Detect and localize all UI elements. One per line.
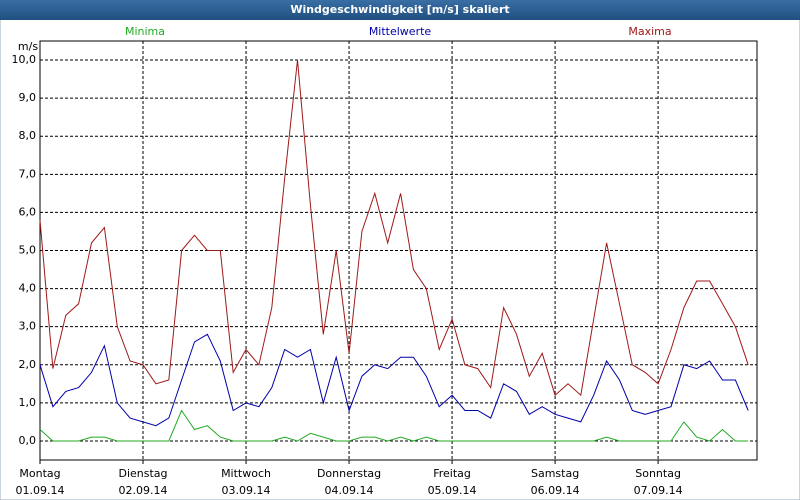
- y-tick-label: 8,0: [19, 129, 37, 142]
- plot-frame: [39, 40, 758, 461]
- x-tick-date: 02.09.14: [119, 484, 168, 497]
- y-tick-label: 10,0: [12, 53, 37, 66]
- legend-label: Maxima: [628, 25, 671, 38]
- y-tick-label: 2,0: [19, 358, 37, 371]
- x-tick-date: 04.09.14: [325, 484, 374, 497]
- x-tick-date: 07.09.14: [634, 484, 683, 497]
- series-line: [39, 409, 749, 442]
- x-tick-label: Sonntag: [635, 467, 681, 480]
- y-tick-label: 4,0: [19, 282, 37, 295]
- legend-label: Mittelwerte: [369, 25, 432, 38]
- series-line: [39, 333, 749, 427]
- y-tick-label: 3,0: [19, 320, 37, 333]
- x-tick-date: 01.09.14: [16, 484, 65, 497]
- y-tick-label: 1,0: [19, 396, 37, 409]
- chart-title: Windgeschwindigkeit [m/s] skaliert: [290, 3, 509, 16]
- title-bar: [0, 0, 800, 20]
- x-tick-label: Freitag: [433, 467, 471, 480]
- series-line: [39, 59, 749, 397]
- y-unit: m/s: [18, 40, 38, 53]
- x-tick-label: Montag: [19, 467, 60, 480]
- x-tick-date: 03.09.14: [222, 484, 271, 497]
- x-tick-label: Donnerstag: [317, 467, 381, 480]
- y-tick-label: 7,0: [19, 167, 37, 180]
- legend-label: Minima: [125, 25, 165, 38]
- y-tick-label: 9,0: [19, 91, 37, 104]
- x-tick-label: Dienstag: [118, 467, 167, 480]
- y-tick-label: 0,0: [19, 434, 37, 447]
- x-tick-label: Mittwoch: [221, 467, 271, 480]
- x-tick-date: 05.09.14: [428, 484, 477, 497]
- y-tick-label: 5,0: [19, 244, 37, 257]
- x-tick-label: Samstag: [531, 467, 579, 480]
- x-tick-date: 06.09.14: [531, 484, 580, 497]
- y-tick-label: 6,0: [19, 205, 37, 218]
